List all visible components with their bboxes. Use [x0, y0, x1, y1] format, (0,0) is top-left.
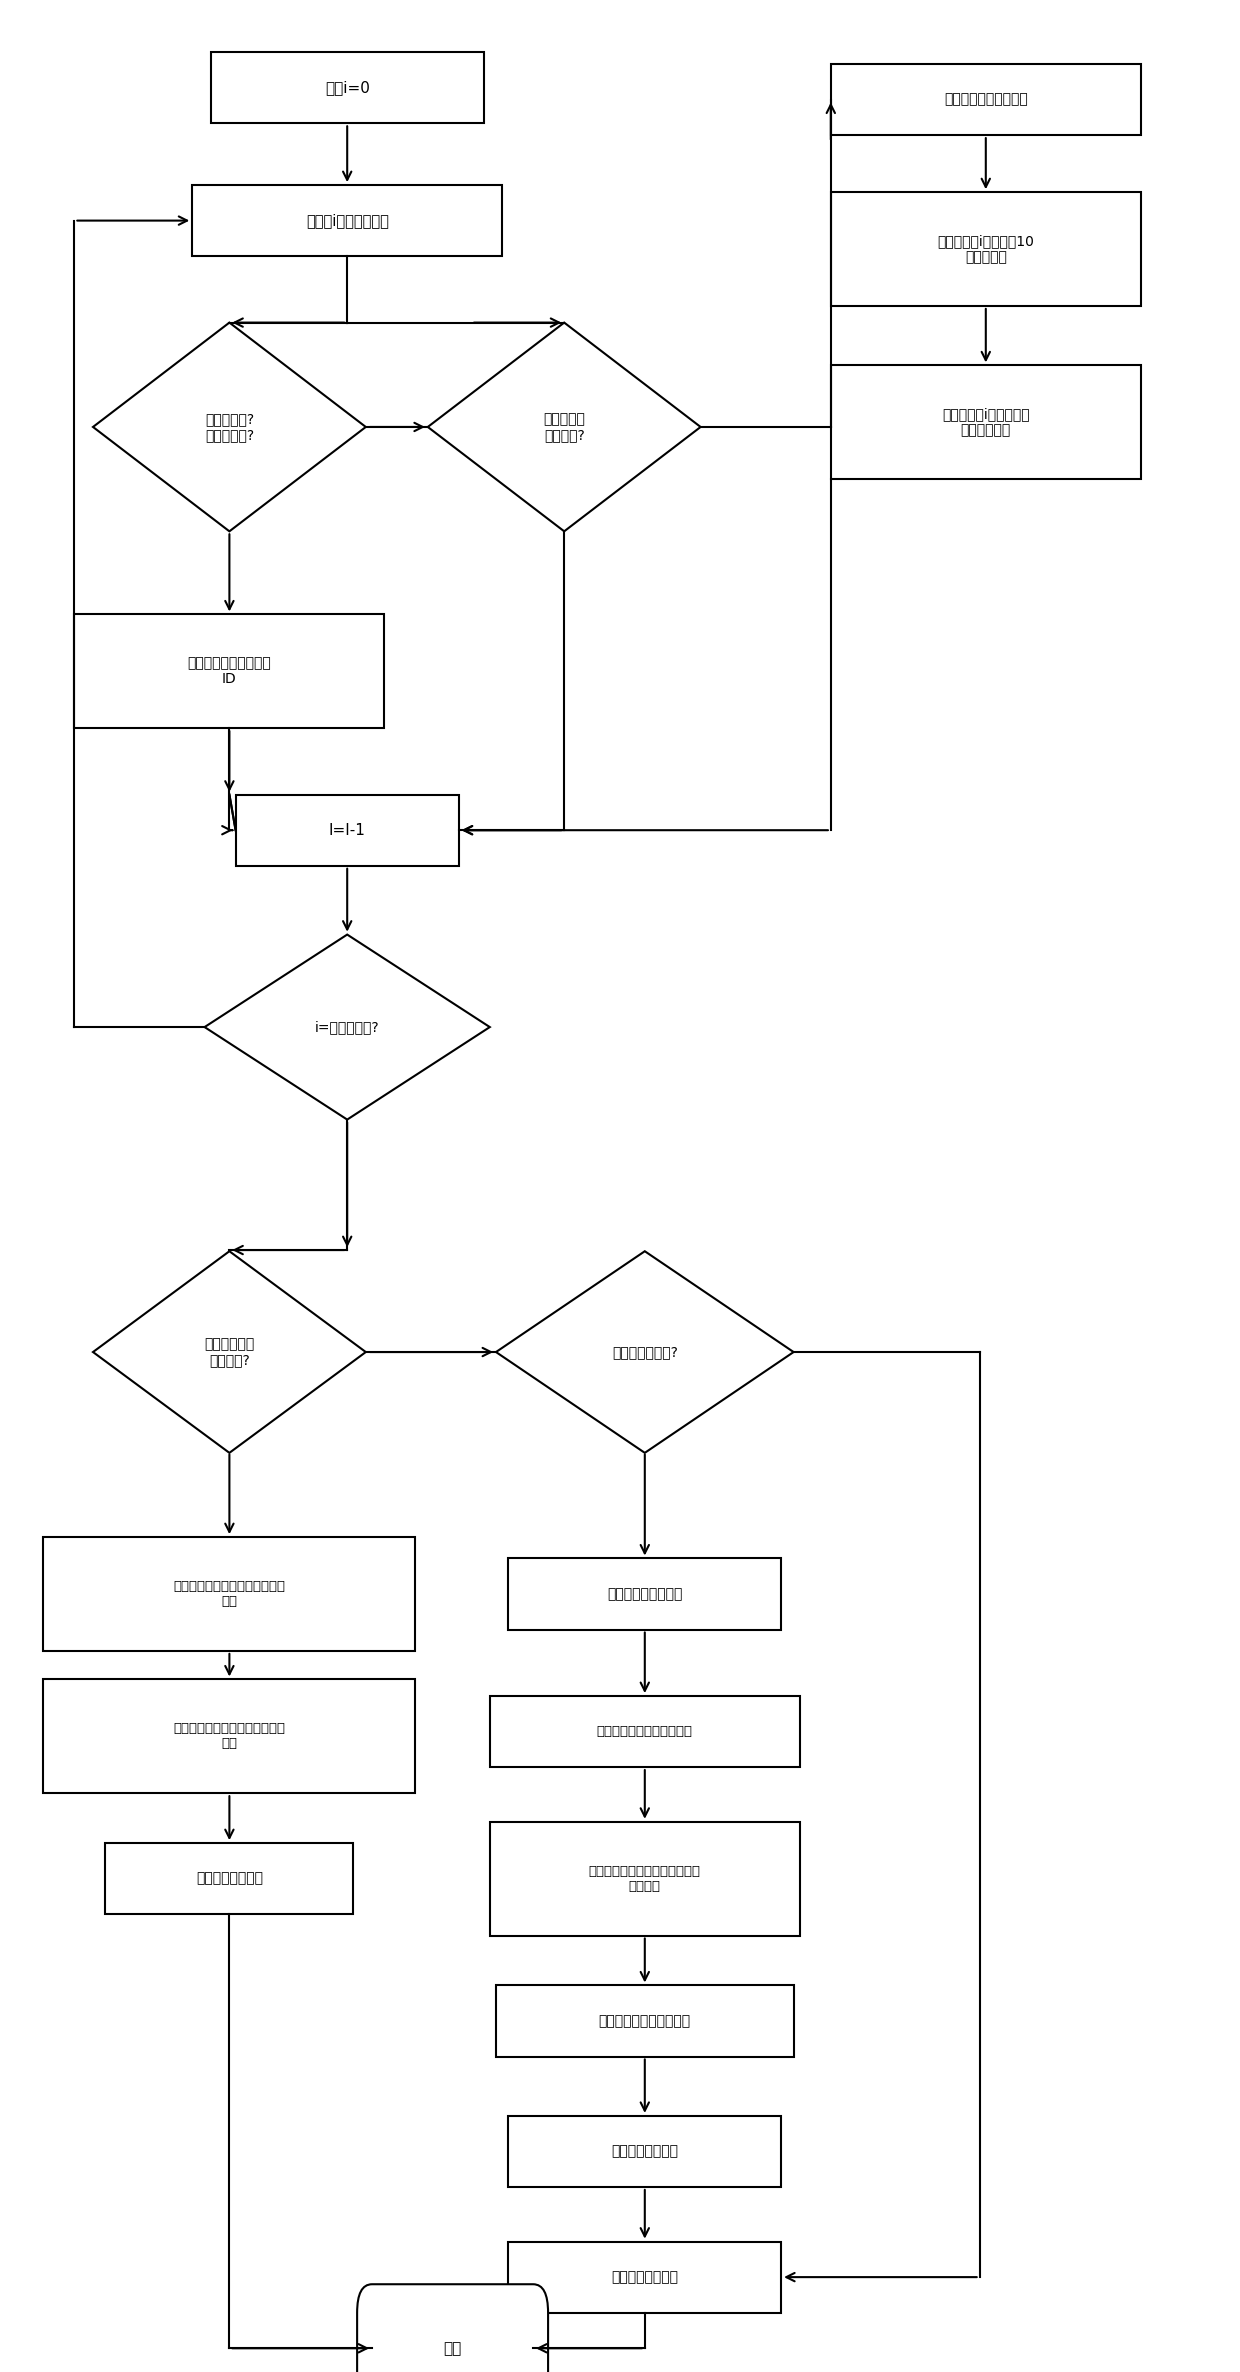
Text: 推演集中器逻辑关系: 推演集中器逻辑关系: [608, 1587, 682, 1601]
Text: 获取接地故障发生时间: 获取接地故障发生时间: [944, 93, 1028, 107]
Polygon shape: [496, 1252, 794, 1452]
Polygon shape: [93, 323, 366, 531]
Text: 记录有故障代码集中器
ID: 记录有故障代码集中器 ID: [187, 657, 272, 686]
Text: I=I-1: I=I-1: [329, 823, 366, 837]
Text: i=集中器数量?: i=集中器数量?: [315, 1020, 379, 1034]
FancyBboxPatch shape: [192, 185, 502, 256]
FancyBboxPatch shape: [74, 614, 384, 728]
Polygon shape: [205, 935, 490, 1120]
FancyBboxPatch shape: [831, 192, 1141, 306]
Text: 同级层集中器占空比最大值: 同级层集中器占空比最大值: [596, 1724, 693, 1739]
Text: 主动召测第i个集中器接
地故障测量值: 主动召测第i个集中器接 地故障测量值: [942, 408, 1029, 436]
Text: 是否有过流、
短路故障?: 是否有过流、 短路故障?: [205, 1338, 254, 1366]
Text: 是否有接地故障?: 是否有接地故障?: [611, 1345, 678, 1359]
FancyBboxPatch shape: [508, 1558, 781, 1630]
FancyBboxPatch shape: [831, 64, 1141, 135]
Text: 是否有短路?
过流故障码?: 是否有短路? 过流故障码?: [205, 413, 254, 441]
FancyBboxPatch shape: [490, 1696, 800, 1767]
Polygon shape: [428, 323, 701, 531]
Polygon shape: [93, 1252, 366, 1452]
Text: 开始i=0: 开始i=0: [325, 81, 370, 95]
FancyBboxPatch shape: [490, 1822, 800, 1936]
Text: 主动召测第i个集中器10
个剩波记录: 主动召测第i个集中器10 个剩波记录: [937, 235, 1034, 263]
FancyBboxPatch shape: [43, 1537, 415, 1651]
FancyBboxPatch shape: [211, 52, 484, 123]
FancyBboxPatch shape: [831, 365, 1141, 479]
Text: 获取离有故障代码最近的集中器
编号: 获取离有故障代码最近的集中器 编号: [174, 1722, 285, 1751]
FancyBboxPatch shape: [236, 795, 459, 866]
Text: 结束: 结束: [444, 2341, 461, 2355]
FancyBboxPatch shape: [508, 2116, 781, 2187]
Text: 获取第i个集中器数据: 获取第i个集中器数据: [306, 213, 388, 228]
Text: 建立零序电流方向矩阵图: 建立零序电流方向矩阵图: [599, 2014, 691, 2028]
Text: 确定单相接地区间: 确定单相接地区间: [611, 2144, 678, 2159]
FancyBboxPatch shape: [496, 1985, 794, 2057]
Text: 发送故障区域提示: 发送故障区域提示: [611, 2270, 678, 2284]
Text: 获取最后一个故障代码集中器的
编号: 获取最后一个故障代码集中器的 编号: [174, 1580, 285, 1608]
FancyBboxPatch shape: [508, 2242, 781, 2313]
Text: 发送故障区域提示: 发送故障区域提示: [196, 1872, 263, 1886]
FancyBboxPatch shape: [105, 1843, 353, 1914]
FancyBboxPatch shape: [357, 2284, 548, 2372]
Text: 是否有接地
故障代码?: 是否有接地 故障代码?: [543, 413, 585, 441]
Text: 占空比逻辑关系是否和实际逻辑
关系吻合: 占空比逻辑关系是否和实际逻辑 关系吻合: [589, 1864, 701, 1893]
FancyBboxPatch shape: [43, 1679, 415, 1793]
